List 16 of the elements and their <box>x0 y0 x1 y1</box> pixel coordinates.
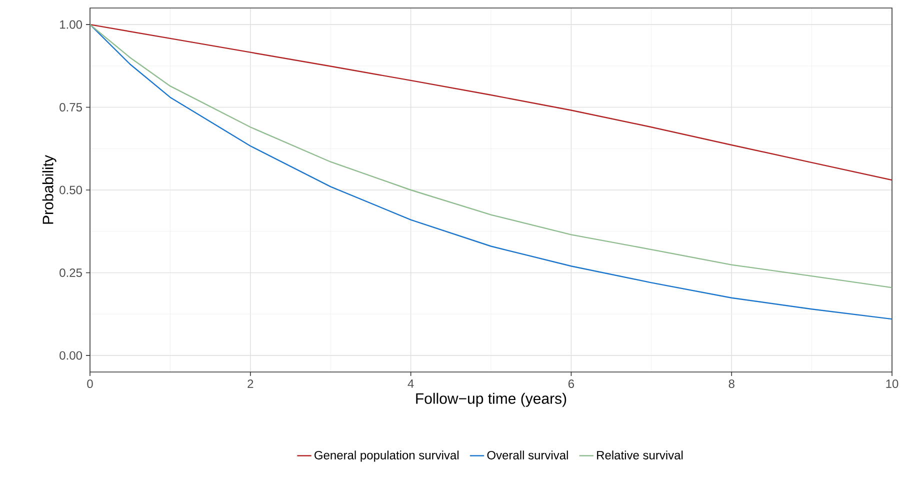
x-tick-label: 0 <box>87 380 93 388</box>
x-tick-label: 2 <box>248 380 254 388</box>
legend-label: General population survival <box>314 450 459 462</box>
y-tick-label: 0.25 <box>60 268 82 277</box>
y-tick-label: 0.50 <box>60 186 82 194</box>
legend-label: Overall survival <box>487 450 568 460</box>
y-tick-label: 0.75 <box>60 103 82 112</box>
x-tick-label: 6 <box>568 380 574 388</box>
x-tick-label: 4 <box>408 380 414 388</box>
x-tick-label: 10 <box>886 380 898 388</box>
y-tick-label: 0.00 <box>60 351 82 360</box>
x-axis-title: Follow−up time (years) <box>416 392 566 407</box>
y-tick-label: 1.00 <box>60 20 82 29</box>
legend-label: Relative survival <box>597 450 683 460</box>
y-axis-title: Probability <box>42 155 56 224</box>
x-tick-label: 8 <box>728 380 734 388</box>
